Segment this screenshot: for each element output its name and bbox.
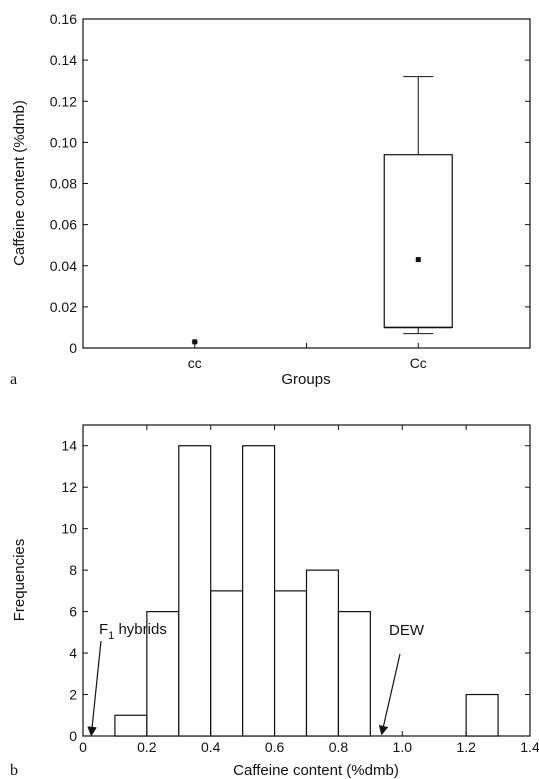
annotation-f1-hybrids: F1 hybrids	[99, 621, 167, 642]
panel-a-y-tick-label: 0	[69, 340, 77, 356]
panel-b-bars	[114, 445, 499, 737]
panel-a-x-tick-label: Cc	[410, 355, 427, 371]
panel-b-x-ticks: 0 0.2 0.4 0.6 0.8 1.0 1.2 1.4	[79, 425, 539, 755]
panel-a-x-axis-label: Groups	[281, 371, 330, 388]
panel-b-y-tick-label: 14	[61, 438, 77, 454]
panel-b-y-tick-label: 6	[69, 604, 77, 620]
panel-b-y-tick-label: 2	[69, 687, 77, 703]
histogram-bar	[337, 610, 371, 737]
histogram-bar	[146, 610, 180, 737]
annotation-f1-arrow	[87, 640, 102, 737]
panel-b-x-tick-label: 0.6	[265, 739, 285, 755]
annotation-dew-arrow	[378, 653, 401, 736]
panel-a-plot-frame	[82, 18, 531, 349]
panel-b-x-axis-label: Caffeine content (%dmb)	[233, 762, 399, 779]
panel-b-x-tick-label: 1.4	[520, 739, 539, 755]
panel-b-y-ticks: 0 2 4 6 8 10 12 14	[61, 438, 530, 744]
panel-a-y-tick-label: 0.04	[50, 258, 77, 274]
panel-b-y-tick-label: 0	[69, 728, 77, 744]
histogram-bar	[273, 590, 308, 737]
panel-a-y-ticks: 0 0.02 0.04 0.06 0.08 0.10 0.12 0.14 0.16	[50, 11, 530, 356]
box-mean-marker	[415, 257, 421, 263]
panel-a-y-tick-label: 0.02	[50, 299, 77, 315]
histogram-bar	[114, 714, 148, 737]
histogram-bar	[305, 569, 340, 737]
panel-a-y-tick-label: 0.06	[50, 217, 77, 233]
panel-b-y-tick-label: 12	[61, 479, 77, 495]
panel-a-boxplot: 0 0.02 0.04 0.06 0.08 0.10 0.12 0.14 0.16 cc Cc G…	[10, 11, 531, 388]
panel-a-y-tick-label: 0.10	[50, 134, 77, 150]
panel-a-y-tick-label: 0.16	[50, 11, 77, 27]
box-cc	[191, 339, 198, 345]
panel-b-y-tick-label: 10	[61, 521, 77, 537]
panel-a-y-tick-label: 0.08	[50, 176, 77, 192]
panel-b-x-tick-label: 1.2	[456, 739, 476, 755]
box-rect	[383, 154, 453, 329]
panel-b-x-tick-label: 0.8	[329, 739, 349, 755]
panel-a-x-ticks: cc Cc	[188, 343, 427, 371]
panel-a-boxes	[191, 76, 453, 345]
panel-a-x-tick-label: cc	[188, 355, 202, 371]
panel-b-y-tick-label: 8	[69, 562, 77, 578]
panel-b-x-tick-label: 1.0	[393, 739, 413, 755]
panel-b-histogram: 0 2 4 6 8 10 12 14 0 0.2 0.4 0.6 0.8 1.0 1.2 1.4 F1 hy…	[10, 424, 539, 779]
panel-b-annotations: F1 hybrids DEW	[87, 621, 425, 737]
panel-b-y-axis-label: Frequencies	[11, 539, 28, 622]
histogram-bar	[210, 590, 244, 737]
panel-b-x-tick-label: 0.2	[137, 739, 157, 755]
panel-b-x-tick-label: 0.4	[201, 739, 221, 755]
panel-a-y-tick-label: 0.12	[50, 93, 77, 109]
histogram-bar	[465, 693, 499, 737]
histogram-bar	[178, 445, 212, 737]
panel-b-label: b	[10, 762, 18, 779]
box-Cc	[383, 76, 453, 335]
panel-a-y-axis-label: Caffeine content (%dmb)	[11, 100, 28, 266]
annotation-dew: DEW	[389, 622, 425, 639]
histogram-bar	[242, 445, 276, 737]
panel-a-y-tick-label: 0.14	[50, 52, 77, 68]
panel-a-label: a	[10, 371, 17, 388]
panel-b-x-tick-label: 0	[79, 739, 87, 755]
box-mean-marker	[192, 339, 198, 345]
panel-b-y-tick-label: 4	[69, 645, 77, 661]
